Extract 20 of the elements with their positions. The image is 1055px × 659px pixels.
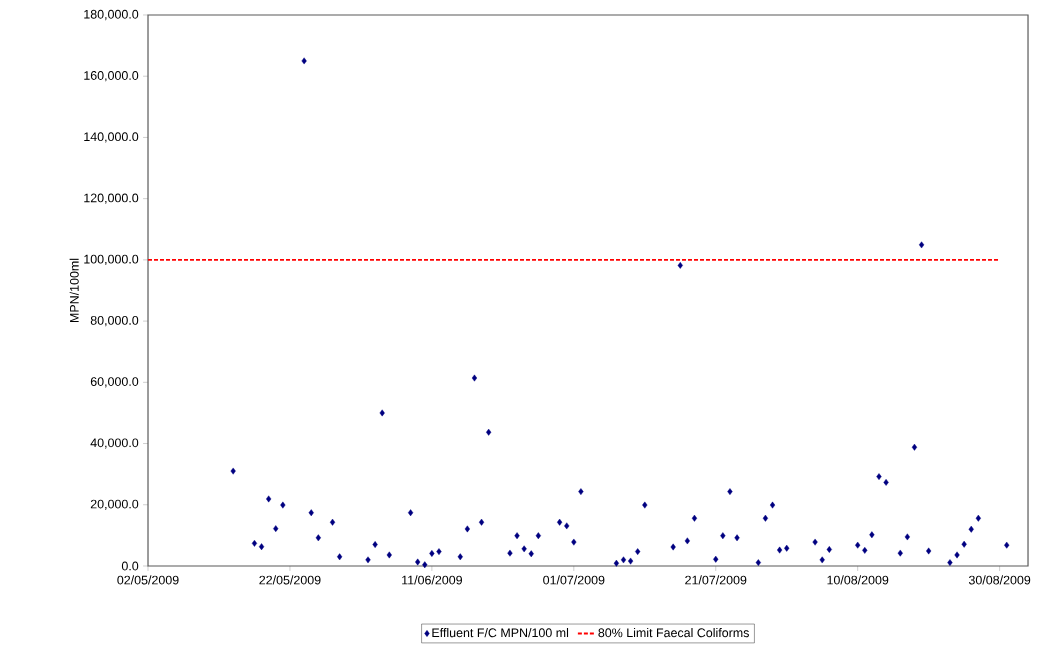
x-tick-label: 10/08/2009 [827, 575, 889, 585]
x-tick-label: 02/05/2009 [117, 575, 179, 585]
legend-label: Effluent F/C MPN/100 ml [432, 628, 569, 638]
y-tick-label: 80,000.0 [90, 315, 139, 327]
y-tick-label: 40,000.0 [90, 438, 139, 449]
y-tick-label: 20,000.0 [90, 499, 139, 510]
legend-label: 80% Limit Faecal Coliforms [598, 628, 749, 638]
y-tick-label: 180,000.0 [84, 9, 139, 21]
x-tick-label: 30/08/2009 [968, 575, 1031, 585]
y-tick-label: 100,000.0 [84, 254, 139, 266]
y-tick-label: 160,000.0 [84, 71, 139, 82]
x-tick-label: 01/07/2009 [543, 575, 605, 585]
y-axis-title: MPN/100ml [69, 258, 79, 322]
y-tick-label: 140,000.0 [84, 132, 139, 143]
x-tick-label: 11/06/2009 [402, 575, 462, 585]
y-tick-label: 0.0 [121, 561, 139, 571]
x-tick-label: 21/07/2009 [685, 575, 747, 585]
y-tick-label: 120,000.0 [84, 193, 139, 204]
y-tick-label: 60,000.0 [90, 377, 139, 388]
x-tick-label: 22/05/2009 [259, 575, 321, 585]
